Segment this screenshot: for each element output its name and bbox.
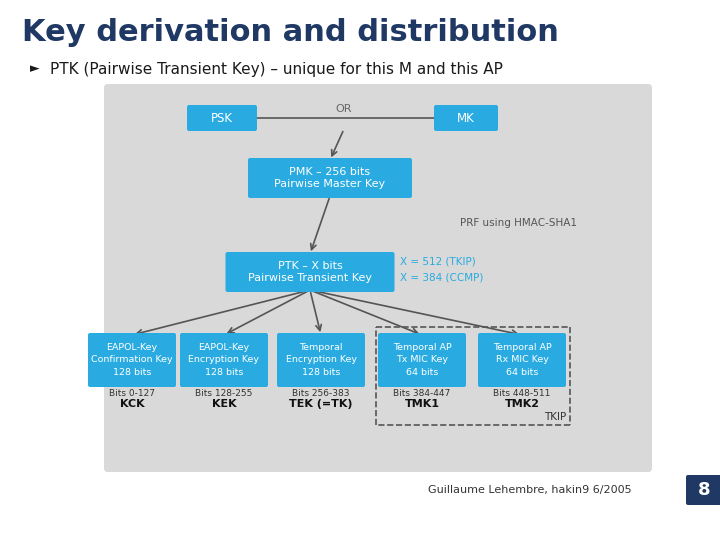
FancyBboxPatch shape	[478, 333, 566, 387]
Text: Confirmation Key: Confirmation Key	[91, 355, 173, 364]
Text: Key derivation and distribution: Key derivation and distribution	[22, 18, 559, 47]
Text: KCK: KCK	[120, 399, 144, 409]
Text: EAPOL-Key: EAPOL-Key	[199, 343, 250, 352]
Text: TKIP: TKIP	[544, 412, 566, 422]
Text: 128 bits: 128 bits	[302, 368, 340, 377]
Text: Rx MIC Key: Rx MIC Key	[495, 355, 549, 364]
Text: Temporal AP: Temporal AP	[492, 343, 552, 352]
FancyBboxPatch shape	[378, 333, 466, 387]
FancyBboxPatch shape	[686, 475, 720, 505]
Text: Pairwise Transient Key: Pairwise Transient Key	[248, 273, 372, 283]
Text: Bits 128-255: Bits 128-255	[195, 389, 253, 398]
Text: OR: OR	[336, 104, 352, 114]
Text: TEK (=TK): TEK (=TK)	[289, 399, 353, 409]
Text: EAPOL-Key: EAPOL-Key	[107, 343, 158, 352]
FancyBboxPatch shape	[88, 333, 176, 387]
Text: PSK: PSK	[211, 111, 233, 125]
Text: Bits 0-127: Bits 0-127	[109, 389, 155, 398]
Text: Guillaume Lehembre, hakin9 6/2005: Guillaume Lehembre, hakin9 6/2005	[428, 485, 632, 495]
Text: Temporal AP: Temporal AP	[392, 343, 451, 352]
Text: Encryption Key: Encryption Key	[189, 355, 259, 364]
Text: 64 bits: 64 bits	[506, 368, 538, 377]
Text: MK: MK	[457, 111, 475, 125]
Text: PMK – 256 bits: PMK – 256 bits	[289, 167, 371, 177]
Text: PTK – X bits: PTK – X bits	[278, 261, 343, 271]
Text: Encryption Key: Encryption Key	[286, 355, 356, 364]
Text: Pairwise Master Key: Pairwise Master Key	[274, 179, 386, 189]
Text: PTK (Pairwise Transient Key) – unique for this M and this AP: PTK (Pairwise Transient Key) – unique fo…	[50, 62, 503, 77]
Text: ►: ►	[30, 62, 40, 75]
Text: 64 bits: 64 bits	[406, 368, 438, 377]
Text: X = 384 (CCMP): X = 384 (CCMP)	[400, 273, 483, 283]
Text: Bits 256-383: Bits 256-383	[292, 389, 350, 398]
FancyBboxPatch shape	[277, 333, 365, 387]
Text: Bits 384-447: Bits 384-447	[393, 389, 451, 398]
Text: Temporal: Temporal	[300, 343, 343, 352]
Text: 8: 8	[698, 481, 711, 499]
FancyBboxPatch shape	[225, 252, 395, 292]
Text: Tx MIC Key: Tx MIC Key	[396, 355, 448, 364]
FancyBboxPatch shape	[248, 158, 412, 198]
Text: TMK1: TMK1	[405, 399, 439, 409]
Text: KEK: KEK	[212, 399, 236, 409]
FancyBboxPatch shape	[434, 105, 498, 131]
Text: 128 bits: 128 bits	[204, 368, 243, 377]
Text: X = 512 (TKIP): X = 512 (TKIP)	[400, 257, 476, 267]
FancyBboxPatch shape	[180, 333, 268, 387]
FancyBboxPatch shape	[187, 105, 257, 131]
Text: Bits 448-511: Bits 448-511	[493, 389, 551, 398]
Text: 128 bits: 128 bits	[113, 368, 151, 377]
Text: TMK2: TMK2	[505, 399, 539, 409]
Text: PRF using HMAC-SHA1: PRF using HMAC-SHA1	[460, 218, 577, 228]
FancyBboxPatch shape	[104, 84, 652, 472]
